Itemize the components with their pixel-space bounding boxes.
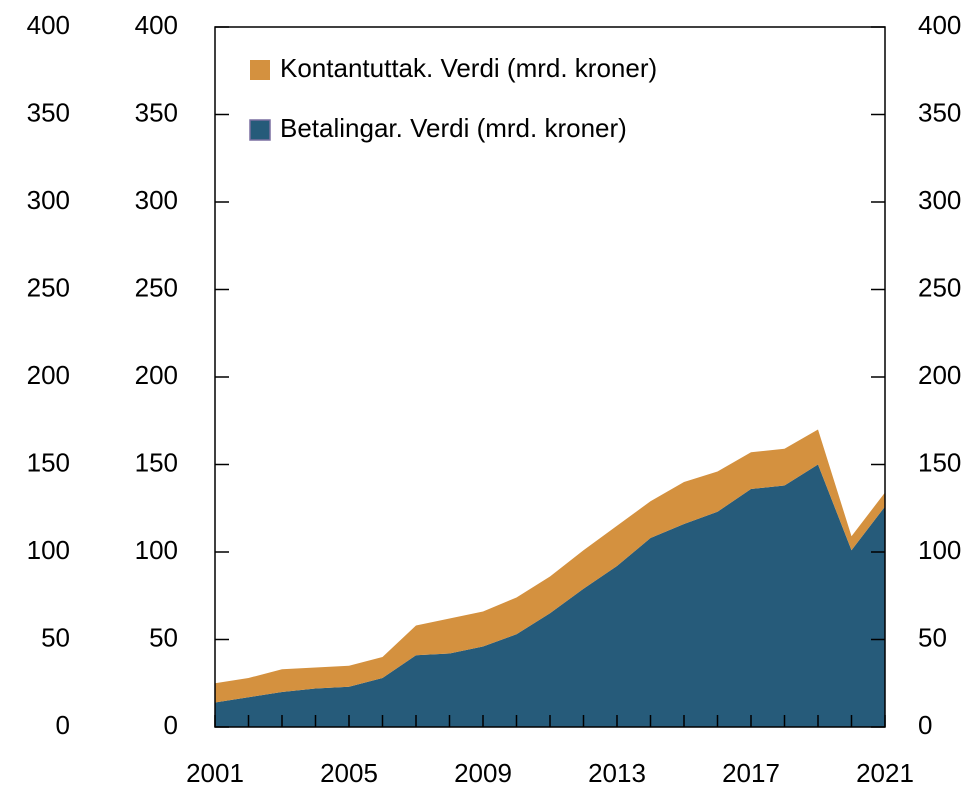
y-outer-tick-label: 0 bbox=[56, 710, 70, 740]
y-tick-label: 400 bbox=[135, 10, 178, 40]
y-outer-tick-label: 150 bbox=[27, 447, 70, 477]
y-tick-label: 350 bbox=[135, 97, 178, 127]
x-tick-label: 2005 bbox=[320, 758, 378, 788]
legend-swatch bbox=[250, 60, 270, 80]
area bbox=[215, 464, 885, 727]
y-tick-label: 100 bbox=[135, 535, 178, 565]
legend-swatch bbox=[249, 119, 271, 141]
y-tick-label: 250 bbox=[135, 272, 178, 302]
y-outer-tick-label: 100 bbox=[27, 535, 70, 565]
x-tick-label: 2001 bbox=[186, 758, 244, 788]
x-tick-label: 2017 bbox=[722, 758, 780, 788]
y-tick-label: 200 bbox=[135, 360, 178, 390]
y2-tick-label: 400 bbox=[918, 10, 961, 40]
x-tick-label: 2013 bbox=[588, 758, 646, 788]
area bbox=[215, 429, 885, 703]
y-outer-tick-label: 250 bbox=[27, 272, 70, 302]
y2-tick-label: 100 bbox=[918, 535, 961, 565]
y2-tick-label: 200 bbox=[918, 360, 961, 390]
y-outer-tick-label: 400 bbox=[27, 10, 70, 40]
x-tick-label: 2021 bbox=[856, 758, 914, 788]
y-outer-tick-label: 300 bbox=[27, 185, 70, 215]
y-outer-tick-label: 200 bbox=[27, 360, 70, 390]
x-tick-label: 2009 bbox=[454, 758, 512, 788]
legend-label: Betalingar. Verdi (mrd. kroner) bbox=[280, 113, 627, 143]
y-outer-tick-label: 50 bbox=[41, 622, 70, 652]
y-tick-label: 150 bbox=[135, 447, 178, 477]
y-tick-label: 0 bbox=[164, 710, 178, 740]
y-tick-label: 50 bbox=[149, 622, 178, 652]
y-outer-tick-label: 350 bbox=[27, 97, 70, 127]
y2-tick-label: 150 bbox=[918, 447, 961, 477]
y2-tick-label: 350 bbox=[918, 97, 961, 127]
legend-label: Kontantuttak. Verdi (mrd. kroner) bbox=[280, 53, 657, 83]
y-tick-label: 300 bbox=[135, 185, 178, 215]
y2-tick-label: 0 bbox=[918, 710, 932, 740]
y2-tick-label: 300 bbox=[918, 185, 961, 215]
y2-tick-label: 250 bbox=[918, 272, 961, 302]
y2-tick-label: 50 bbox=[918, 622, 947, 652]
